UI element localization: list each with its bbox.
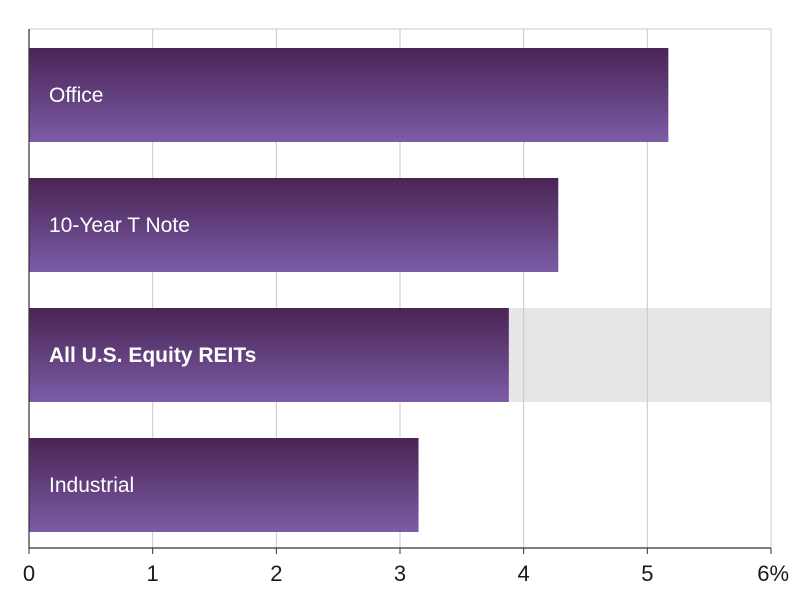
bar: [29, 438, 419, 532]
x-tick-label: 6%: [757, 561, 789, 586]
bar: [29, 48, 669, 142]
bar: [29, 308, 509, 402]
bar-label: Office: [49, 84, 103, 107]
x-tick-label: 1: [147, 561, 159, 586]
bar-label: 10-Year T Note: [49, 214, 190, 237]
x-tick-label: 3: [394, 561, 406, 586]
x-tick-label: 4: [518, 561, 530, 586]
bar-label: All U.S. Equity REITs: [49, 344, 256, 367]
bar-label: Industrial: [49, 474, 134, 497]
x-tick-label: 0: [23, 561, 35, 586]
bar: [29, 178, 559, 272]
x-tick-label: 5: [641, 561, 653, 586]
x-tick-label: 2: [270, 561, 282, 586]
